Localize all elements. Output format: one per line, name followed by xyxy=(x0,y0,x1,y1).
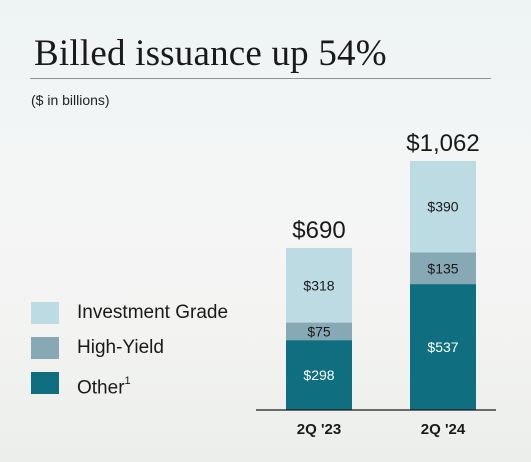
legend-label-high-yield: High-Yield xyxy=(77,337,164,358)
bar-investment-grade-2q-24 xyxy=(410,161,476,253)
bar-high-yield-2q-23 xyxy=(286,322,352,341)
data-label-high-yield-2q-23: $75 xyxy=(307,323,331,339)
title-divider xyxy=(30,78,491,79)
data-label-investment-grade-2q-24: $390 xyxy=(427,199,458,215)
data-label-high-yield-2q-24: $135 xyxy=(427,260,458,276)
x-tick-label-2q-24: 2Q '24 xyxy=(421,421,466,438)
footnote-marker: 1 xyxy=(124,375,131,387)
x-tick-label-2q-23: 2Q '23 xyxy=(297,421,341,438)
data-label-other-2q-24: $537 xyxy=(427,339,458,355)
chart-subtitle: ($ in billions) xyxy=(31,92,110,108)
total-label-2q-23: $690 xyxy=(292,217,345,244)
legend-swatch-other xyxy=(31,372,59,394)
data-label-investment-grade-2q-23: $318 xyxy=(303,277,334,293)
chart-title: Billed issuance up 54% xyxy=(34,33,387,74)
legend-label-other: Other1 xyxy=(77,375,131,399)
bar-other-2q-23 xyxy=(286,340,352,410)
total-label-2q-24: $1,062 xyxy=(406,130,479,157)
legend-swatch-high-yield xyxy=(31,337,59,359)
bar-investment-grade-2q-23 xyxy=(286,247,352,323)
data-label-other-2q-23: $298 xyxy=(303,367,334,383)
legend-label-investment-grade: Investment Grade xyxy=(77,302,229,323)
legend-swatch-investment-grade xyxy=(31,302,59,324)
bar-high-yield-2q-24 xyxy=(410,252,476,285)
bar-other-2q-24 xyxy=(410,284,476,410)
